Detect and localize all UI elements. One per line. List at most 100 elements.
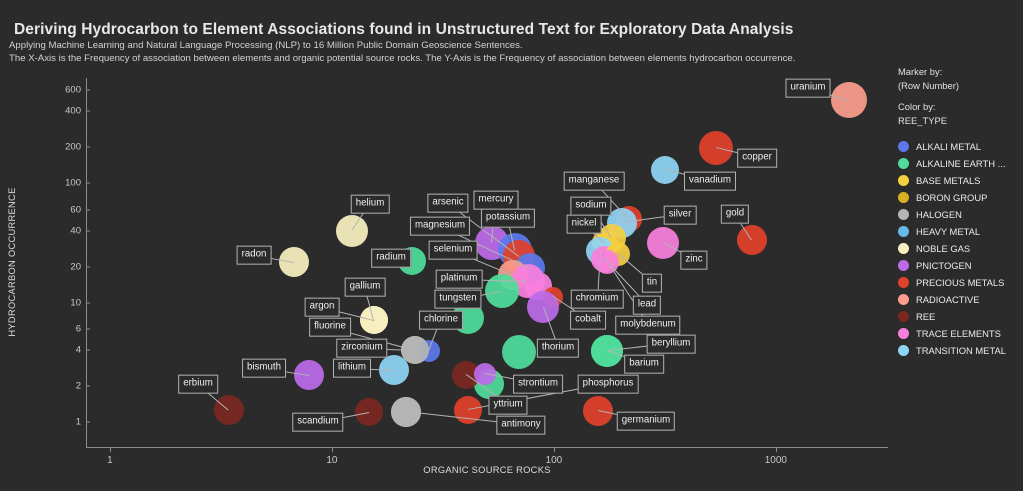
marker-by-label: Marker by: <box>898 66 943 77</box>
point-label-chlorine[interactable]: chlorine <box>419 310 463 330</box>
point-label-lithium[interactable]: lithium <box>333 358 371 378</box>
legend-swatch-icon <box>898 175 909 186</box>
point-label-magnesium[interactable]: magnesium <box>409 216 471 236</box>
data-point-helium[interactable] <box>336 215 368 247</box>
y-tick-mark <box>86 421 90 423</box>
legend-item-label: HEAVY METAL <box>916 226 981 237</box>
y-tick-mark <box>86 146 90 148</box>
point-label-cobalt[interactable]: cobalt <box>570 310 606 330</box>
point-label-molybdenum[interactable]: molybdenum <box>615 315 681 335</box>
data-point-vanadium[interactable] <box>651 156 679 184</box>
point-label-selenium[interactable]: selenium <box>428 240 478 260</box>
point-label-zinc[interactable]: zinc <box>680 250 708 270</box>
point-label-manganese[interactable]: manganese <box>563 171 625 191</box>
data-point-zinc[interactable] <box>647 227 679 259</box>
y-tick-mark <box>86 328 90 330</box>
point-label-radium[interactable]: radium <box>371 248 411 268</box>
data-point-scandium[interactable] <box>355 398 383 426</box>
scatter-plot[interactable]: 1 2 4 6 10 20 40 60 100 200 400 600 1 10 100 1000 HYDR… <box>0 66 890 491</box>
point-label-nickel[interactable]: nickel <box>566 214 602 234</box>
y-tick-mark <box>86 209 90 211</box>
point-label-radon[interactable]: radon <box>236 245 272 265</box>
legend-swatch-icon <box>898 345 909 356</box>
legend-swatch-icon <box>898 209 909 220</box>
point-label-lead[interactable]: lead <box>632 295 662 315</box>
y-tick-mark <box>86 230 90 232</box>
data-point[interactable] <box>502 335 536 369</box>
subtitle-line-2: The X-Axis is the Frequency of associati… <box>9 53 796 64</box>
point-label-silver[interactable]: silver <box>663 205 697 225</box>
data-point-copper[interactable] <box>699 131 733 165</box>
point-label-chromium[interactable]: chromium <box>570 289 624 309</box>
data-point-erbium[interactable] <box>214 395 244 425</box>
y-tick-label: 1 <box>75 416 81 428</box>
point-label-yttrium[interactable]: yttrium <box>488 395 528 415</box>
legend-item-heavy-metal[interactable]: HEAVY METAL <box>898 223 1023 240</box>
point-label-barium[interactable]: barium <box>624 354 664 374</box>
color-by-value[interactable]: REE_TYPE <box>898 115 947 126</box>
point-label-platinum[interactable]: platinum <box>435 269 483 289</box>
point-label-strontium[interactable]: strontium <box>513 374 563 394</box>
legend-swatch-icon <box>898 158 909 169</box>
point-label-tungsten[interactable]: tungsten <box>434 289 482 309</box>
legend-item-alkaline-earth[interactable]: ALKALINE EARTH ... <box>898 155 1023 172</box>
legend-item-alkali-metal[interactable]: ALKALI METAL <box>898 138 1023 155</box>
data-point-uranium[interactable] <box>831 82 867 118</box>
legend-item-label: NOBLE GAS <box>916 243 971 254</box>
point-label-antimony[interactable]: antimony <box>496 415 546 435</box>
legend-item-transition-metal[interactable]: TRANSITION METAL <box>898 342 1023 359</box>
point-label-erbium[interactable]: erbium <box>178 374 218 394</box>
point-label-copper[interactable]: copper <box>737 148 777 168</box>
data-point-argon[interactable] <box>360 306 388 334</box>
point-label-gallium[interactable]: gallium <box>344 277 386 297</box>
point-label-potassium[interactable]: potassium <box>480 208 536 228</box>
y-tick-mark <box>86 110 90 112</box>
y-tick-label: 40 <box>70 225 81 237</box>
point-label-gold[interactable]: gold <box>720 204 750 224</box>
data-point-barium[interactable] <box>591 335 623 367</box>
marker-by-value[interactable]: (Row Number) <box>898 80 959 91</box>
x-tick-label: 100 <box>545 455 563 466</box>
x-tick-label: 10 <box>326 455 338 466</box>
legend-item-noble-gas[interactable]: NOBLE GAS <box>898 240 1023 257</box>
point-label-thorium[interactable]: thorium <box>536 338 580 358</box>
point-label-argon[interactable]: argon <box>304 297 340 317</box>
point-label-zirconium[interactable]: zirconium <box>336 338 388 358</box>
point-label-bismuth[interactable]: bismuth <box>242 358 286 378</box>
point-label-vanadium[interactable]: vanadium <box>683 171 737 191</box>
legend-swatch-icon <box>898 311 909 322</box>
legend-item-boron-group[interactable]: BORON GROUP <box>898 189 1023 206</box>
data-point-gold[interactable] <box>737 225 767 255</box>
data-point-strontium[interactable] <box>474 363 496 385</box>
point-label-tin[interactable]: tin <box>641 273 663 293</box>
point-label-fluorine[interactable]: fluorine <box>309 317 351 337</box>
legend-items[interactable]: ALKALI METAL ALKALINE EARTH ... BASE METAL… <box>898 138 1023 359</box>
y-tick-mark <box>86 89 90 91</box>
data-point-bismuth[interactable] <box>294 360 324 390</box>
y-tick-mark <box>86 349 90 351</box>
legend-item-precious-metals[interactable]: PRECIOUS METALS <box>898 274 1023 291</box>
x-tick-mark <box>775 447 777 452</box>
y-tick-mark <box>86 182 90 184</box>
point-label-beryllium[interactable]: beryllium <box>646 334 696 354</box>
point-label-germanium[interactable]: germanium <box>616 411 676 431</box>
point-label-uranium[interactable]: uranium <box>785 78 831 98</box>
legend-item-base-metals[interactable]: BASE METALS <box>898 172 1023 189</box>
legend-item-trace-elements[interactable]: TRACE ELEMENTS <box>898 325 1023 342</box>
point-label-sodium[interactable]: sodium <box>570 196 612 216</box>
point-label-scandium[interactable]: scandium <box>292 412 344 432</box>
legend-item-radioactive[interactable]: RADIOACTIVE <box>898 291 1023 308</box>
point-label-phosphorus[interactable]: phosphorus <box>577 374 639 394</box>
data-point-germanium[interactable] <box>583 396 613 426</box>
legend-item-label: HALOGEN <box>916 209 962 220</box>
legend-item-ree[interactable]: REE <box>898 308 1023 325</box>
point-label-arsenic[interactable]: arsenic <box>427 193 469 213</box>
point-label-mercury[interactable]: mercury <box>473 190 519 210</box>
point-label-helium[interactable]: helium <box>350 194 390 214</box>
data-point-radon[interactable] <box>279 247 309 277</box>
legend-item-halogen[interactable]: HALOGEN <box>898 206 1023 223</box>
legend-item-label: TRANSITION METAL <box>916 345 1006 356</box>
legend-swatch-icon <box>898 243 909 254</box>
y-axis-label: HYDROCARBON OCCURRENCE <box>7 187 17 337</box>
legend-item-pnictogen[interactable]: PNICTOGEN <box>898 257 1023 274</box>
